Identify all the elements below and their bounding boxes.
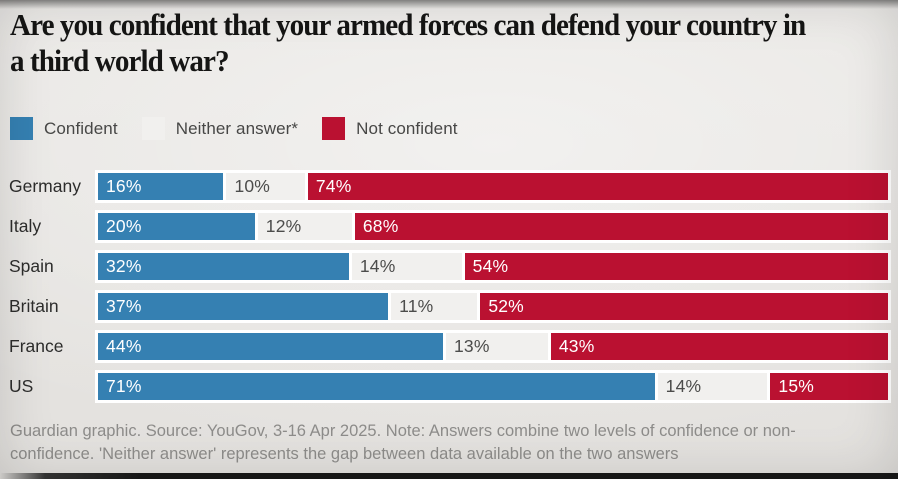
bar-segment-neither-answer: 12% <box>257 212 352 240</box>
bar-segment-confident: 37% <box>98 292 389 320</box>
title-line-2: a third world war? <box>10 43 230 78</box>
bar-value-label: 52% <box>488 295 524 316</box>
bar-segment-confident: 32% <box>98 252 349 280</box>
legend-swatch-neither-answer <box>141 117 165 140</box>
bar-track-italy: 20% 12% 68% <box>95 209 891 243</box>
chart-row-italy: Italy 20% 12% 68% <box>0 206 898 246</box>
row-label-us: US <box>9 375 34 396</box>
bar-segment-neither-answer: 14% <box>351 252 462 280</box>
bar-value-label: 15% <box>778 375 815 396</box>
bar-track-us: 71% 14% 15% <box>95 369 891 403</box>
chart-row-france: France 44% 13% 43% <box>0 326 898 366</box>
bar-segment-neither-answer: 14% <box>657 372 768 400</box>
bar-segment-not-confident: 15% <box>770 372 888 400</box>
legend-item-neither-answer: Neither answer* <box>141 117 299 140</box>
chart-title: Are you confident that your armed forces… <box>10 7 806 79</box>
bar-segment-neither-answer: 13% <box>445 332 548 360</box>
row-label-britain: Britain <box>9 295 59 316</box>
row-label-france: France <box>9 335 64 356</box>
bar-value-label: 13% <box>453 335 490 356</box>
legend-label-confident: Confident <box>44 118 118 138</box>
bar-value-label: 68% <box>362 215 399 236</box>
bar-value-label: 54% <box>472 255 509 276</box>
bar-value-label: 16% <box>106 175 142 196</box>
bar-value-label: 32% <box>106 255 142 276</box>
title-line-1: Are you confident that your armed forces… <box>10 7 806 42</box>
bar-segment-not-confident: 43% <box>550 332 888 360</box>
legend-label-not-confident: Not confident <box>356 118 458 138</box>
row-label-spain: Spain <box>9 255 54 276</box>
bar-segment-neither-answer: 10% <box>226 172 305 200</box>
legend-swatch-not-confident <box>322 117 346 140</box>
legend-item-not-confident: Not confident <box>322 117 458 140</box>
bar-value-label: 43% <box>558 335 595 356</box>
bar-value-label: 74% <box>315 175 352 196</box>
bar-track-spain: 32% 14% 54% <box>95 249 891 283</box>
legend: Confident Neither answer* Not confident <box>10 117 458 140</box>
legend-item-confident: Confident <box>10 117 118 140</box>
chart-row-britain: Britain 37% 11% 52% <box>0 286 898 326</box>
bar-value-label: 20% <box>106 215 142 236</box>
bar-value-label: 12% <box>265 215 302 236</box>
bottom-edge-bar <box>0 473 898 479</box>
chart-row-us: US 71% 14% 15% <box>0 366 898 406</box>
chart-row-spain: Spain 32% 14% 54% <box>0 246 898 286</box>
bar-segment-confident: 71% <box>98 372 655 400</box>
bar-value-label: 14% <box>665 375 702 396</box>
bar-value-label: 37% <box>106 295 142 316</box>
legend-label-neither-answer: Neither answer* <box>175 118 299 138</box>
chart-row-germany: Germany 16% 10% 74% <box>0 166 898 206</box>
bar-track-france: 44% 13% 43% <box>95 329 891 363</box>
bar-value-label: 44% <box>106 335 142 356</box>
bar-value-label: 11% <box>399 295 434 316</box>
bar-segment-confident: 20% <box>98 212 255 240</box>
legend-swatch-confident <box>10 117 33 140</box>
bar-segment-not-confident: 74% <box>307 172 888 200</box>
bar-segment-not-confident: 54% <box>464 252 888 280</box>
source-note: Guardian graphic. Source: YouGov, 3-16 A… <box>10 422 796 463</box>
bar-segment-confident: 44% <box>98 332 443 360</box>
row-label-italy: Italy <box>9 215 42 236</box>
bar-value-label: 14% <box>359 255 396 276</box>
top-edge-shade <box>0 0 898 9</box>
bar-track-germany: 16% 10% 74% <box>95 169 891 203</box>
bar-segment-not-confident: 52% <box>480 292 888 320</box>
bar-track-britain: 37% 11% 52% <box>95 289 891 323</box>
bar-value-label: 71% <box>106 375 142 396</box>
row-label-germany: Germany <box>9 175 81 196</box>
bar-segment-confident: 16% <box>98 172 224 200</box>
bar-segment-neither-answer: 11% <box>391 292 478 320</box>
bar-chart: Germany 16% 10% 74% Italy 20% 12% 68% Spain 32% 14… <box>0 166 898 406</box>
bar-segment-not-confident: 68% <box>354 212 888 240</box>
bar-value-label: 10% <box>234 175 271 196</box>
